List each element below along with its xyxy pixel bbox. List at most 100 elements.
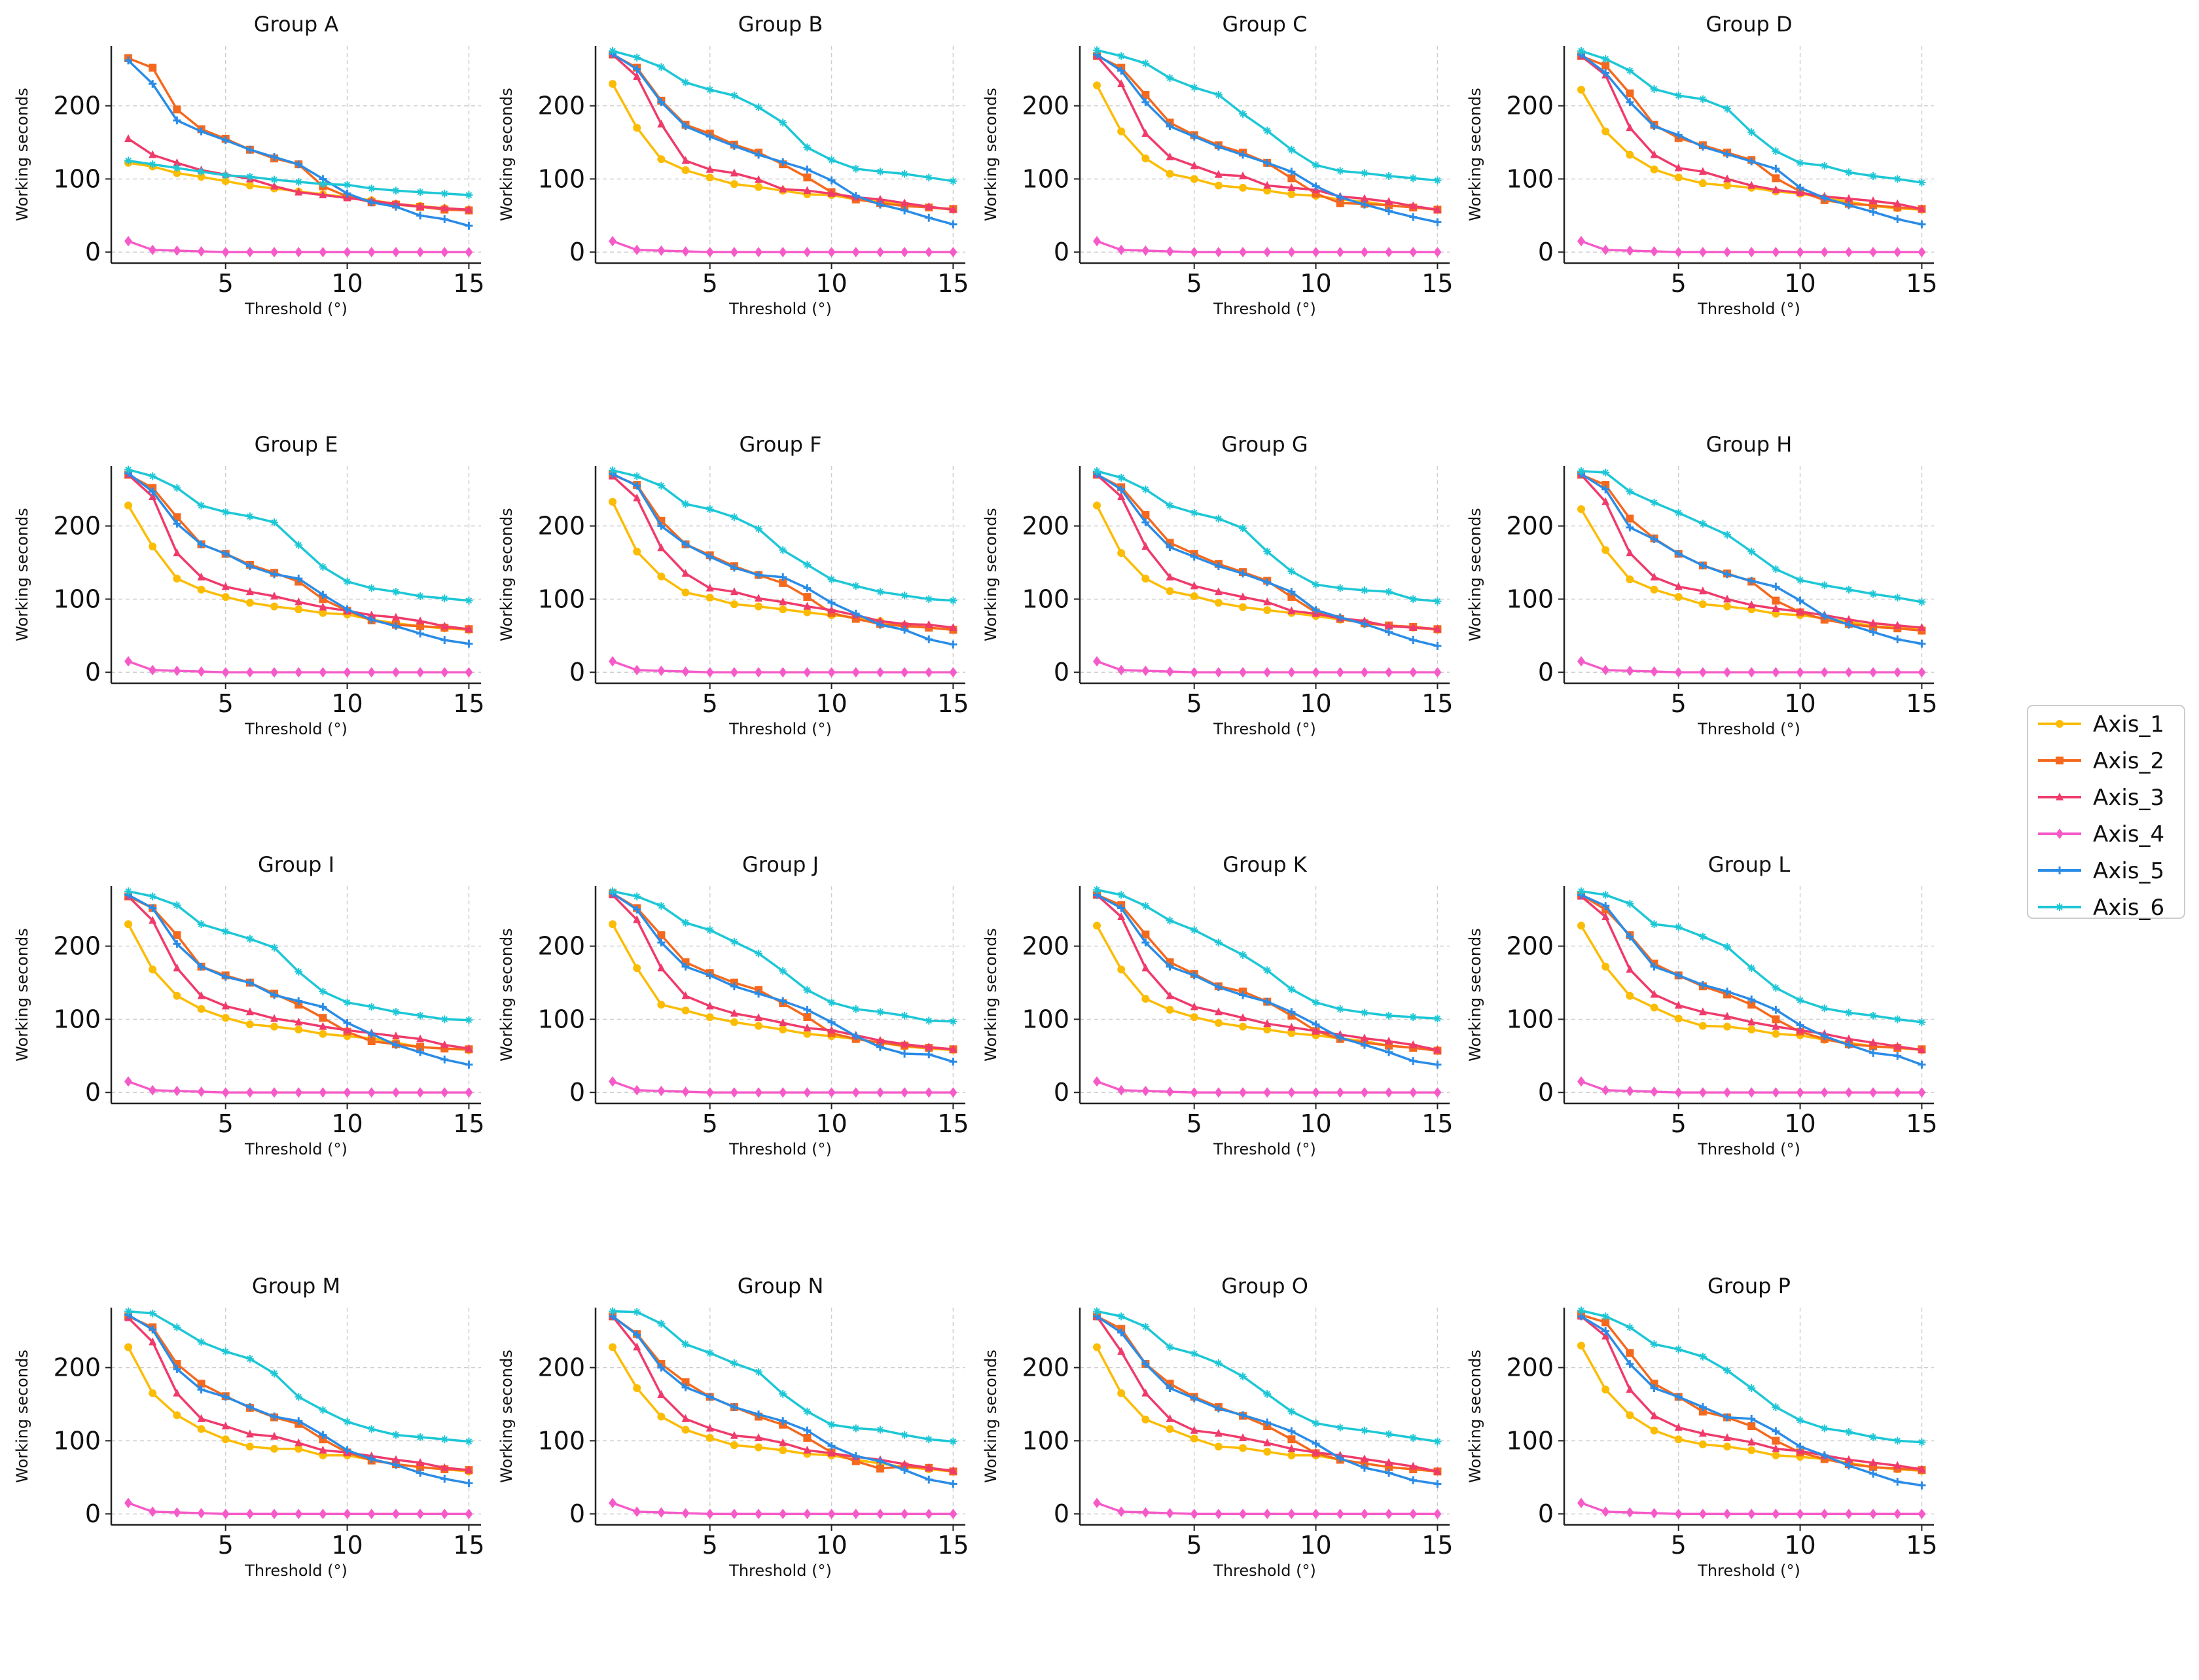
data-point	[1141, 1085, 1150, 1096]
data-point	[1650, 535, 1658, 543]
data-point	[1312, 606, 1320, 615]
data-point	[1747, 1422, 1756, 1431]
data-point	[173, 116, 181, 125]
data-point	[295, 187, 303, 196]
data-point	[779, 1438, 787, 1446]
data-point	[465, 1437, 473, 1446]
x-axis-label: Threshold (°)	[244, 1140, 348, 1158]
data-point	[319, 190, 327, 199]
data-point	[465, 247, 473, 258]
data-point	[1360, 667, 1368, 678]
data-point	[1772, 1022, 1780, 1030]
data-point	[1166, 1086, 1174, 1098]
data-point	[343, 1418, 351, 1426]
data-point	[1287, 985, 1296, 993]
data-point	[1772, 603, 1780, 612]
data-point	[633, 493, 641, 502]
data-point	[657, 543, 666, 552]
data-point	[465, 624, 473, 633]
data-point	[1650, 572, 1658, 581]
data-point	[706, 971, 714, 980]
data-point	[609, 497, 617, 506]
legend-label: Axis_1	[2093, 711, 2164, 738]
data-point	[755, 1087, 763, 1098]
data-point	[1796, 1416, 1804, 1425]
data-point	[1674, 1435, 1683, 1444]
data-point	[1385, 197, 1393, 206]
data-point	[391, 588, 400, 596]
x-tick-label: 10	[1784, 1109, 1815, 1138]
data-point	[1433, 205, 1442, 213]
data-point	[1166, 1414, 1174, 1422]
data-point	[1796, 183, 1804, 192]
data-point	[1650, 1384, 1658, 1392]
data-point	[609, 1307, 617, 1315]
data-point	[1626, 245, 1634, 256]
data-point	[1723, 1022, 1732, 1031]
data-point	[730, 1441, 738, 1450]
data-point	[609, 1343, 617, 1351]
data-point	[681, 156, 690, 164]
data-point	[343, 1509, 351, 1520]
data-point	[221, 1001, 230, 1010]
data-point	[173, 520, 181, 528]
data-point	[925, 1475, 933, 1484]
data-point	[706, 1349, 714, 1357]
data-point	[851, 582, 860, 590]
data-point	[1336, 193, 1344, 202]
data-point	[1747, 600, 1756, 609]
data-point	[465, 1044, 473, 1052]
data-point	[173, 548, 181, 557]
data-point	[1409, 174, 1418, 183]
data-point	[295, 1393, 303, 1401]
data-point	[245, 587, 254, 596]
data-point	[1239, 1444, 1247, 1452]
data-point	[440, 1040, 449, 1048]
data-point	[706, 667, 714, 678]
data-point	[803, 667, 812, 678]
x-tick-label: 15	[1906, 1109, 1937, 1138]
legend-marker	[2056, 720, 2064, 728]
x-axis-label: Threshold (°)	[1697, 1140, 1800, 1158]
data-point	[1239, 1433, 1247, 1441]
data-point	[1287, 183, 1296, 191]
series-axis-5	[609, 1312, 957, 1488]
data-point	[876, 247, 884, 258]
data-point	[949, 596, 957, 605]
data-point	[633, 244, 641, 255]
data-point	[1869, 207, 1878, 216]
data-point	[1577, 1342, 1586, 1350]
data-point	[391, 1087, 400, 1098]
data-point	[1385, 1469, 1393, 1477]
data-point	[657, 1001, 666, 1009]
data-point	[1723, 1367, 1732, 1375]
series-axis-5	[1577, 50, 1926, 228]
data-point	[803, 1029, 812, 1038]
data-point	[124, 156, 133, 165]
data-point	[827, 1087, 836, 1098]
series-axis-3	[609, 50, 957, 213]
data-point	[1385, 207, 1393, 215]
data-point	[1723, 150, 1732, 158]
data-point	[270, 175, 279, 184]
data-point	[851, 609, 860, 618]
series-axis-4	[609, 656, 957, 678]
data-point	[706, 1423, 714, 1432]
data-point	[1433, 1060, 1442, 1069]
data-point	[1601, 546, 1610, 554]
data-point	[1409, 636, 1418, 645]
x-tick-label: 5	[702, 1109, 718, 1138]
data-point	[1772, 1087, 1780, 1098]
data-point	[1820, 612, 1829, 620]
data-point	[1287, 588, 1296, 596]
data-point	[1577, 921, 1586, 930]
data-point	[319, 667, 327, 678]
data-point	[1263, 1026, 1272, 1034]
data-point	[1772, 247, 1780, 258]
series-axis-5	[1577, 1312, 1926, 1490]
data-point	[755, 103, 763, 111]
data-point	[925, 202, 933, 210]
x-tick-label: 5	[702, 1531, 718, 1560]
data-point	[1190, 667, 1198, 678]
